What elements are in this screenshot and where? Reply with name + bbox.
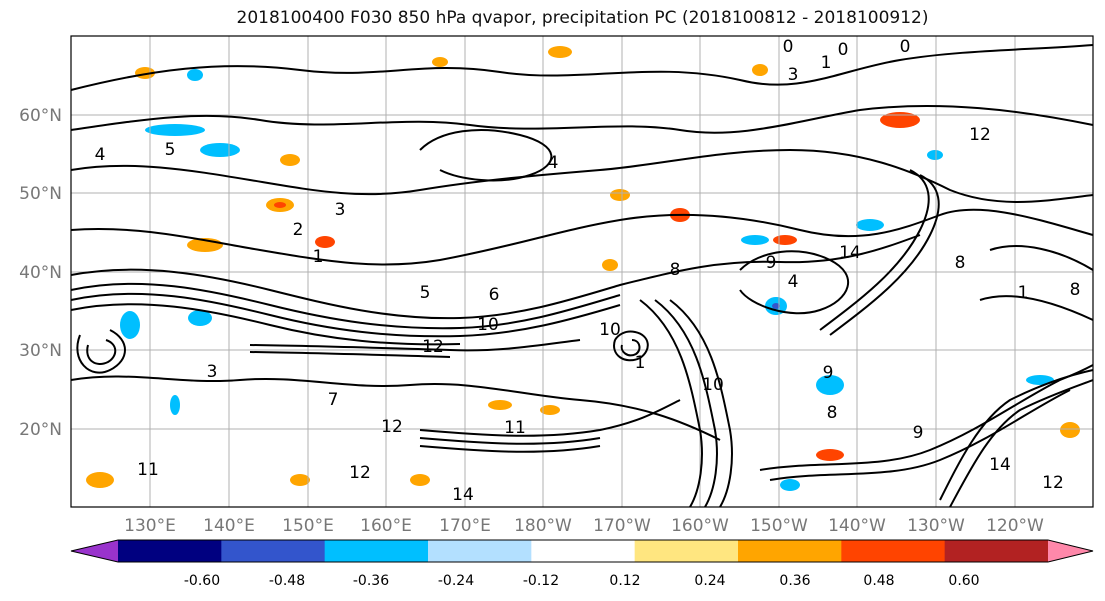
contour-label: 9 bbox=[823, 363, 834, 383]
lat-label: 30°N bbox=[19, 341, 62, 361]
lon-label: 180°W bbox=[514, 516, 572, 536]
colorbar-segment bbox=[428, 540, 532, 562]
precip-shading bbox=[86, 46, 1080, 491]
lon-label: 160°W bbox=[671, 516, 729, 536]
contour-label: 1 bbox=[313, 247, 324, 267]
colorbar-tick-label: -0.48 bbox=[269, 573, 305, 589]
contour-label: 14 bbox=[452, 485, 474, 505]
colorbar-segment bbox=[118, 540, 222, 562]
lon-label: 120°W bbox=[986, 516, 1044, 536]
contour-label: 8 bbox=[955, 253, 966, 273]
colorbar-extend-low bbox=[71, 540, 118, 562]
contour-label: 12 bbox=[381, 417, 403, 437]
contour-label: 12 bbox=[349, 463, 371, 483]
lon-label: 140°E bbox=[203, 516, 255, 536]
lon-label: 130°W bbox=[907, 516, 965, 536]
lon-label: 170°W bbox=[593, 516, 651, 536]
lat-label: 20°N bbox=[19, 420, 62, 440]
map-frame bbox=[70, 35, 1094, 508]
colorbar bbox=[70, 539, 1094, 563]
contour-label: 12 bbox=[969, 125, 991, 145]
contour-label: 0 bbox=[783, 37, 794, 57]
lat-label: 40°N bbox=[19, 263, 62, 283]
contour-label: 1 bbox=[821, 53, 832, 73]
longitude-labels: 130°E 140°E 150°E 160°E 170°E 180°W 170°… bbox=[124, 516, 1044, 536]
colorbar-tick-label: -0.60 bbox=[184, 573, 220, 589]
lat-label: 60°N bbox=[19, 106, 62, 126]
contour-label: 7 bbox=[328, 390, 339, 410]
colorbar-tick-label: 0.36 bbox=[779, 573, 810, 589]
contour-label: 9 bbox=[766, 253, 777, 273]
lat-label: 50°N bbox=[19, 184, 62, 204]
contour-label: 11 bbox=[504, 418, 526, 438]
contour-label: 8 bbox=[827, 403, 838, 423]
contour-label: 10 bbox=[477, 315, 499, 335]
contour-label: 8 bbox=[670, 260, 681, 280]
colorbar-tick-label: -0.12 bbox=[523, 573, 559, 589]
colorbar-outline bbox=[70, 539, 1094, 563]
colorbar-tick-label: -0.24 bbox=[438, 573, 474, 589]
contour-label: 0 bbox=[838, 40, 849, 60]
qvapor-contours bbox=[70, 44, 1094, 508]
colorbar-segment bbox=[531, 540, 636, 562]
contour-label: 4 bbox=[95, 145, 106, 165]
lon-label: 160°E bbox=[360, 516, 412, 536]
contour-label: 2 bbox=[293, 220, 304, 240]
contour-label: 9 bbox=[913, 423, 924, 443]
latitude-labels: 60°N 50°N 40°N 30°N 20°N bbox=[19, 106, 62, 440]
colorbar-segment bbox=[634, 540, 739, 562]
contour-label: 4 bbox=[788, 272, 799, 292]
contour-label: 6 bbox=[489, 285, 500, 305]
lon-label: 140°W bbox=[828, 516, 886, 536]
contour-label: 10 bbox=[702, 375, 724, 395]
colorbar-tick-label: 0.12 bbox=[609, 573, 640, 589]
contour-label: 3 bbox=[788, 65, 799, 85]
contour-label: 1 bbox=[635, 353, 646, 373]
colorbar-segment bbox=[324, 540, 429, 562]
colorbar-segment bbox=[221, 540, 326, 562]
contour-label: 14 bbox=[989, 455, 1011, 475]
colorbar-tick-label: 0.48 bbox=[863, 573, 894, 589]
colorbar-segment bbox=[738, 540, 842, 562]
colorbar-tick-labels: -0.60 -0.48 -0.36 -0.24 -0.12 0.12 0.24 … bbox=[184, 573, 980, 589]
colorbar-tick-label: 0.24 bbox=[694, 573, 725, 589]
contour-label: 8 bbox=[1070, 280, 1081, 300]
colorbar-tick-label: 0.60 bbox=[948, 573, 979, 589]
contour-label: 12 bbox=[422, 337, 444, 357]
lon-label: 150°W bbox=[750, 516, 808, 536]
colorbar-extend-high bbox=[1048, 540, 1093, 562]
colorbar-tick-label: -0.36 bbox=[353, 573, 389, 589]
graticule bbox=[71, 36, 1093, 507]
lon-label: 150°E bbox=[282, 516, 334, 536]
figure-title: 2018100400 F030 850 hPa qvapor, precipit… bbox=[236, 8, 929, 28]
contour-label: 12 bbox=[1042, 473, 1064, 493]
colorbar-segment bbox=[944, 540, 1049, 562]
contour-label: 11 bbox=[137, 460, 159, 480]
lon-label: 170°E bbox=[439, 516, 491, 536]
contour-label: 3 bbox=[207, 362, 218, 382]
contour-label: 14 bbox=[839, 243, 861, 263]
contour-label: 0 bbox=[900, 37, 911, 57]
contour-label: 1 bbox=[1018, 283, 1029, 303]
contour-label: 3 bbox=[335, 200, 346, 220]
lon-label: 130°E bbox=[124, 516, 176, 536]
contour-label: 5 bbox=[165, 140, 176, 160]
contour-label: 4 bbox=[548, 153, 559, 173]
contour-label: 5 bbox=[420, 283, 431, 303]
contour-label: 10 bbox=[599, 320, 621, 340]
colorbar-segment bbox=[841, 540, 946, 562]
